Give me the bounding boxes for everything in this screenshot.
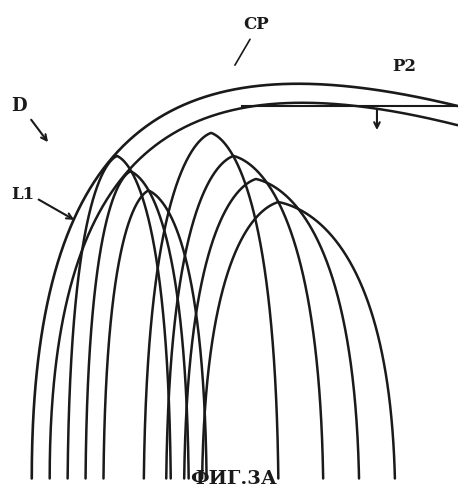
Text: ФИГ.3А: ФИГ.3А	[190, 470, 277, 488]
Text: D: D	[12, 97, 27, 115]
Text: CP: CP	[243, 16, 269, 33]
Text: P2: P2	[392, 58, 416, 76]
Text: L1: L1	[12, 186, 35, 203]
